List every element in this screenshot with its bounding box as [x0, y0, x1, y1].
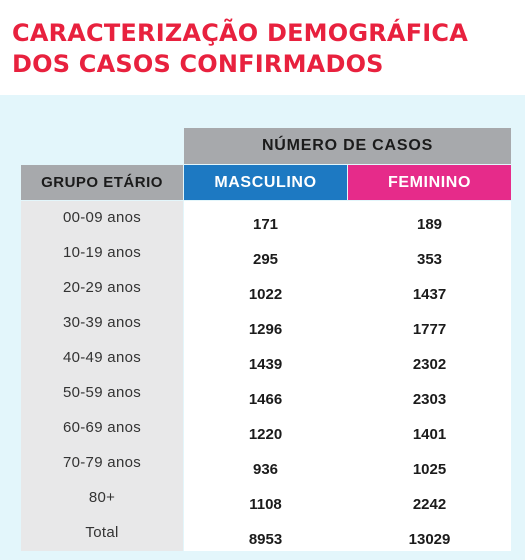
age-group-cell: 00-09 anos	[62, 209, 142, 226]
header-grupo-etario: GRUPO ETÁRIO	[21, 165, 183, 200]
masculino-cell: 171	[252, 216, 279, 233]
feminino-cell: 2303	[412, 391, 447, 408]
page-title: CARACTERIZAÇÃO DEMOGRÁFICA DOS CASOS CON…	[12, 19, 469, 78]
masculino-cell: 1220	[248, 426, 283, 443]
feminino-cell: 1401	[412, 426, 447, 443]
feminino-cell: 353	[416, 251, 443, 268]
table-row: 60-69 anos 1220 1401	[21, 411, 511, 446]
age-group-cell: 80+	[88, 489, 116, 506]
table-row: 30-39 anos 1296 1777	[21, 306, 511, 341]
table-row: 80+ 1108 2242	[21, 481, 511, 516]
header-feminino: FEMININO	[348, 165, 511, 200]
masculino-cell: 1296	[248, 321, 283, 338]
feminino-cell: 2302	[412, 356, 447, 373]
age-column-background	[21, 201, 183, 551]
masculino-cell: 295	[252, 251, 279, 268]
table-body: 00-09 anos 171 189 10-19 anos 295 353 20…	[21, 201, 511, 551]
feminino-cell: 1025	[412, 461, 447, 478]
masculino-total-cell: 8953	[248, 531, 283, 548]
feminino-cell: 1777	[412, 321, 447, 338]
age-group-cell: 40-49 anos	[62, 349, 142, 366]
table-row-total: Total 8953 13029	[21, 516, 511, 551]
age-group-cell: 30-39 anos	[62, 314, 142, 331]
age-group-cell: 50-59 anos	[62, 384, 142, 401]
table-row: 70-79 anos 936 1025	[21, 446, 511, 481]
masculino-cell: 1439	[248, 356, 283, 373]
header-masculino: MASCULINO	[184, 165, 347, 200]
age-group-cell: 20-29 anos	[62, 279, 142, 296]
age-group-cell: 10-19 anos	[62, 244, 142, 261]
table-row: 10-19 anos 295 353	[21, 236, 511, 271]
feminino-cell: 189	[416, 216, 443, 233]
masculino-cell: 1466	[248, 391, 283, 408]
table-row: 50-59 anos 1466 2303	[21, 376, 511, 411]
title-area: CARACTERIZAÇÃO DEMOGRÁFICA DOS CASOS CON…	[0, 0, 525, 95]
masculino-cell: 1108	[249, 496, 282, 513]
table-row: 20-29 anos 1022 1437	[21, 271, 511, 306]
masculino-cell: 936	[252, 461, 279, 478]
table-row: 00-09 anos 171 189	[21, 201, 511, 236]
age-group-cell: 60-69 anos	[62, 419, 142, 436]
age-group-cell: 70-79 anos	[62, 454, 142, 471]
feminino-cell: 1437	[412, 286, 447, 303]
table-row: 40-49 anos 1439 2302	[21, 341, 511, 376]
age-group-cell: Total	[85, 524, 119, 541]
header-numero-de-casos: NÚMERO DE CASOS	[184, 128, 511, 164]
feminino-total-cell: 13029	[408, 531, 451, 548]
masculino-cell: 1022	[248, 286, 283, 303]
feminino-cell: 2242	[412, 496, 447, 513]
data-area-background	[184, 201, 511, 551]
